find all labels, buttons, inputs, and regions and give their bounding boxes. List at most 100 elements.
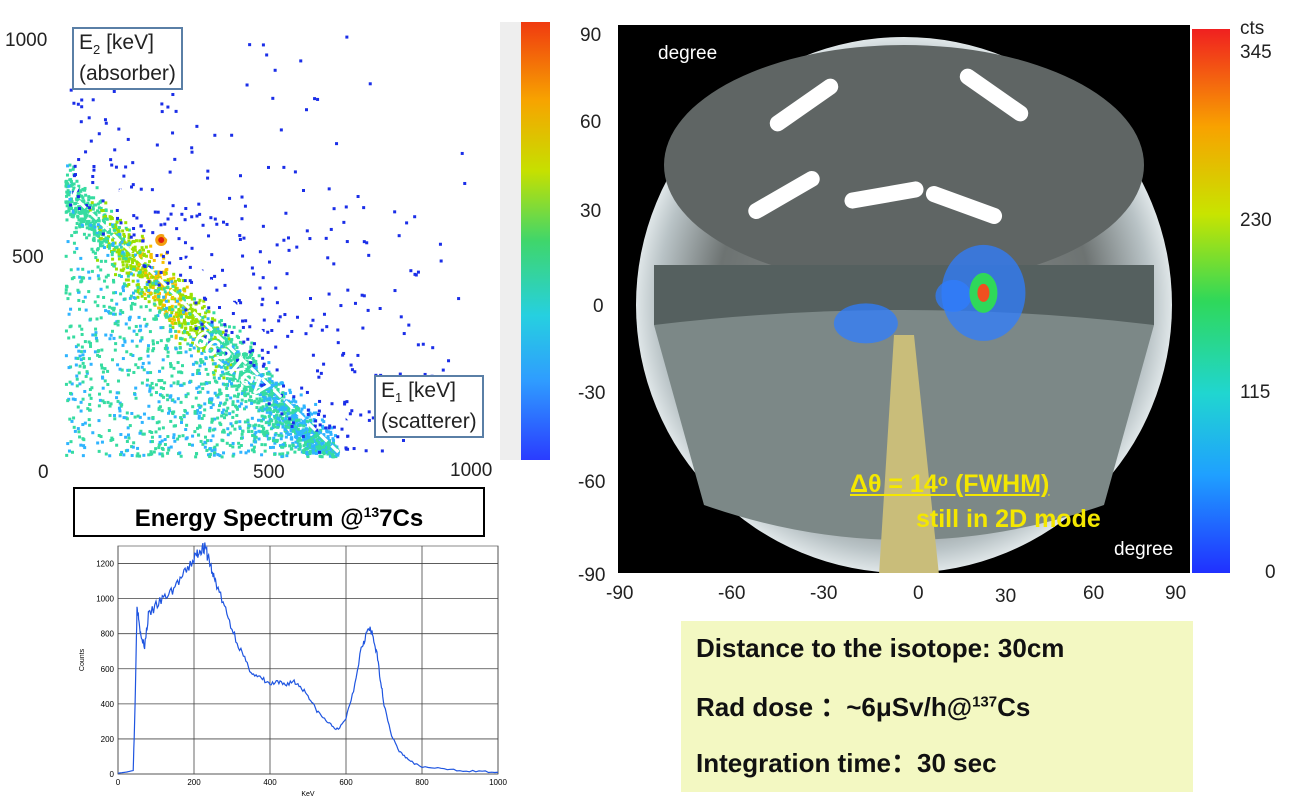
scatter-point [154,276,158,280]
scatter-point [92,223,96,227]
scatter-point [236,392,240,396]
scatter-point [314,402,318,406]
scatter-point [111,225,115,229]
scatter-point [264,421,268,425]
scatter-point [171,326,175,330]
scatter-point [322,312,326,316]
scatter-point [308,443,312,447]
scatter-point [252,450,256,454]
scatter-point [143,265,147,269]
colorbar-unit: cts [1240,18,1265,39]
scatter-point [365,241,369,245]
scatter-point [263,388,267,392]
scatter-point [208,322,212,326]
scatter-point [126,137,130,141]
scatter-point [139,187,143,191]
scatter-point [76,290,80,294]
scatter-point [147,453,151,457]
scatter-point [140,365,144,369]
scatter-point [91,250,95,254]
scatter-point [82,365,86,369]
scatter-point [173,415,177,419]
scatter-point [310,445,314,449]
scatter-point [263,407,267,411]
scatter-point [230,382,234,386]
scatter-point [178,311,182,315]
scatter-point [161,326,165,330]
scatter-point [78,307,82,311]
image-xtick: -60 [718,583,746,604]
scatter-point [216,357,220,361]
scatter-point [246,426,250,430]
scatter-point [254,381,258,385]
scatter-point [82,207,86,211]
scatter-point [250,429,254,433]
scatter-point [278,419,282,423]
scatter-point [97,419,101,423]
scatter-point [238,234,242,238]
scatter-point [78,364,82,368]
scatter-point [190,320,194,324]
scatter-point [200,324,204,328]
scatter-point [249,395,253,399]
scatter-point [83,186,87,190]
scatter-point [200,416,204,420]
scatter-point [257,429,261,433]
scatter-point [154,314,158,318]
scatter-point [148,291,152,295]
scatter-point [87,290,91,294]
scatter-point [87,198,91,202]
y-label-unit: [keV] [106,31,154,54]
scatter-point [213,448,217,452]
scatter-point [186,392,190,396]
scatter-point [104,309,108,313]
scatter-point [202,324,206,328]
scatter-point [77,218,81,222]
scatter-point [183,409,187,413]
scatter-point [162,298,166,302]
scatter-point [210,333,214,337]
scatter-point [201,331,205,335]
scatter-point [176,317,180,321]
scatter-point [226,342,230,346]
scatter-point [181,310,185,314]
scatter-point [99,225,103,229]
scatter-point [96,247,100,251]
scatter-point [163,438,167,442]
scatter-point [239,380,243,384]
scatter-point [275,368,279,372]
scatter-point [402,332,406,336]
scatter-point [214,393,218,397]
scatter-point [223,342,227,346]
image-ytick: -30 [578,383,606,404]
scatter-point [176,380,180,384]
scatter-point [150,440,154,444]
dose-sup: 137 [972,693,998,711]
scatter-point [317,444,321,448]
scatter-point [393,210,397,214]
scatter-point [272,436,276,440]
scatter-point [95,317,99,321]
scatter-point [151,416,155,420]
scatter-point [133,302,137,306]
scatter-point [70,214,74,218]
scatter-point [99,287,103,291]
scatter-point [64,179,68,183]
scatter-point [70,382,74,386]
scatter-point [220,455,224,459]
scatter-point [167,317,171,321]
scatter-point [147,294,151,298]
scatter-point [143,292,147,296]
scatter-point [199,360,203,364]
scatter-point [305,419,309,423]
scatter-point [273,68,277,72]
scatter-point [87,418,91,422]
scatter-point [294,413,298,417]
scatter-point [100,209,104,213]
scatter-point [229,422,233,426]
scatter-point [134,386,138,390]
scatter-point [321,424,325,428]
scatter-point [332,439,336,443]
scatter-point [94,256,98,260]
scatter-point [319,428,323,432]
